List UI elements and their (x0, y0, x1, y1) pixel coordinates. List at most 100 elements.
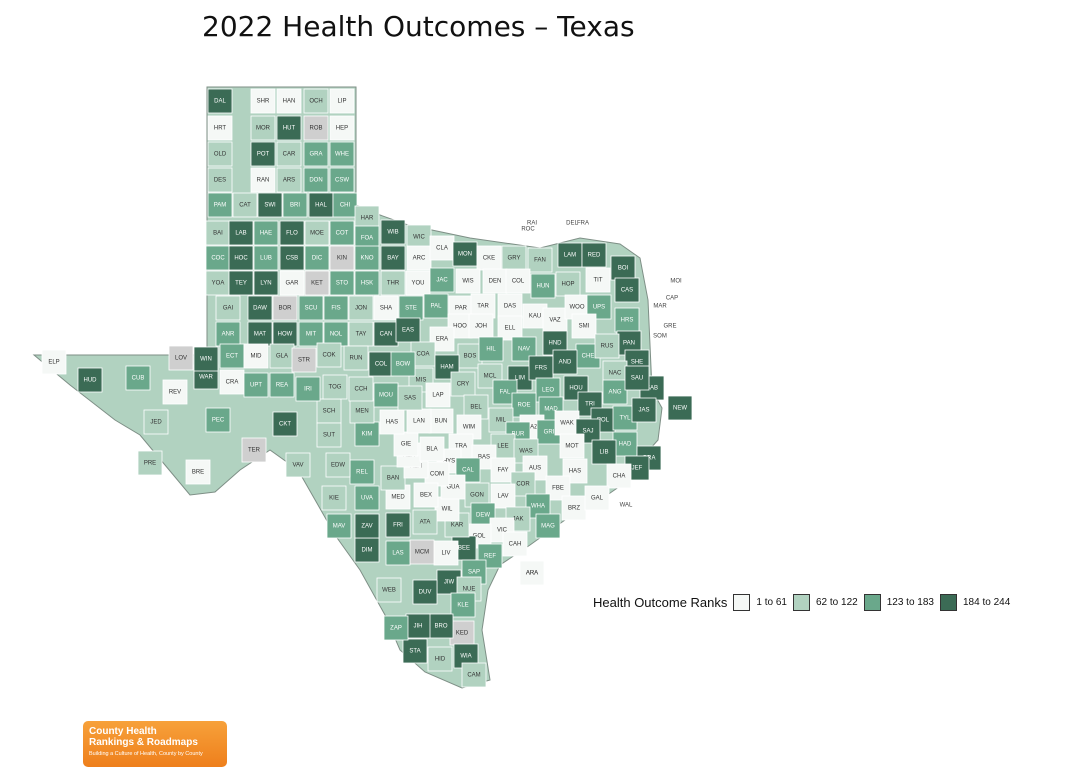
county-shape (253, 270, 279, 296)
county-label: HSK (361, 281, 373, 287)
county-pec: PEC (205, 407, 231, 433)
legend-swatch-q3 (863, 594, 881, 611)
county-label: SAB (646, 386, 658, 392)
county-dim: DIM (354, 537, 380, 563)
county-label: DON (309, 178, 322, 184)
county-label: WIM (463, 425, 475, 431)
county-brz: BRZ (561, 495, 587, 521)
county-label: AUS (529, 466, 541, 472)
county-label: ATA (420, 520, 431, 526)
county-label: LAB (235, 231, 246, 237)
county-shape (501, 245, 527, 271)
county-bun: BUN (428, 408, 454, 434)
county-hil: HIL (478, 336, 504, 362)
county-shape (247, 321, 273, 347)
county-label: UPS (593, 305, 605, 311)
county-label: DAL (214, 99, 226, 105)
county-shape (348, 321, 374, 347)
county-label: CHA (613, 474, 626, 480)
county-label: JAS (638, 408, 649, 414)
county-label: HUT (283, 126, 296, 132)
county-label: HOW (278, 332, 293, 338)
county-shape (373, 295, 399, 321)
county-label: CLA (436, 246, 448, 252)
county-shape (241, 437, 267, 463)
county-label: CAH (509, 542, 522, 548)
county-label: ZAP (390, 626, 402, 632)
county-label: TAR (477, 304, 489, 310)
county-shape (207, 115, 233, 141)
county-label: SWI (264, 203, 276, 209)
county-label: LEE (497, 444, 508, 450)
county-shape (468, 313, 494, 339)
county-shape (243, 343, 269, 369)
county-shape (383, 615, 409, 641)
county-rea: REA (269, 372, 295, 398)
county-shape (349, 398, 375, 424)
county-shape (591, 439, 617, 465)
county-label: FLO (286, 231, 298, 237)
county-shape (316, 422, 342, 448)
county-bai: BAI (205, 220, 231, 246)
county-label: COC (211, 256, 225, 262)
county-ran: RAN (250, 167, 276, 193)
county-shape (413, 482, 439, 508)
county-label: MON (458, 252, 472, 258)
county-label: BOI (618, 266, 629, 272)
county-label: HAS (386, 420, 398, 426)
county-label: FIS (331, 306, 340, 312)
county-shape (354, 270, 380, 296)
county-label: GAR (285, 281, 299, 287)
county-has2: HAS (379, 409, 405, 435)
county-rev: REV (162, 379, 188, 405)
county-label: HIL (486, 347, 496, 353)
county-label: DEN (489, 279, 502, 285)
county-shape (193, 346, 219, 372)
county-label: COL (512, 279, 525, 285)
county-bro: BRO (428, 613, 454, 639)
county-fis: FIS (323, 295, 349, 321)
county-shape (561, 495, 587, 521)
county-label: FOA (361, 236, 373, 242)
county-label: BAZ (526, 425, 538, 431)
county-swi: SWI (257, 192, 283, 218)
county-label: MCM (415, 550, 429, 556)
county-label: ANG (608, 390, 621, 396)
county-health-rankings-logo: County Health Rankings & Roadmaps Buildi… (83, 721, 227, 767)
county-label: MOE (310, 231, 324, 237)
county-shape (406, 245, 432, 271)
county-shape (329, 245, 355, 271)
county-shape (321, 485, 347, 511)
county-label: BOS (464, 354, 477, 360)
county-shape (304, 245, 330, 271)
county-hop: HOP (555, 271, 581, 297)
county-cra: CRA (219, 369, 245, 395)
county-label: CAT (239, 203, 251, 209)
county-shape (276, 115, 302, 141)
county-shape (349, 459, 375, 485)
county-label: HYS (443, 459, 455, 465)
county-shape (303, 88, 329, 114)
county-label: ROB (309, 126, 322, 132)
callout-label: WAL (620, 503, 633, 509)
county-label: FAL (500, 390, 511, 396)
county-label: DES (214, 178, 226, 184)
county-label: KLE (457, 603, 468, 609)
county-shape (380, 465, 406, 491)
county-cok: COK (316, 342, 342, 368)
county-och: OCH (303, 88, 329, 114)
county-label: KIN (337, 256, 347, 262)
county-hae: HAE (253, 220, 279, 246)
county-label: WIB (387, 230, 398, 236)
county-label: GUA (446, 485, 459, 491)
county-label: HRS (621, 318, 634, 324)
county-label: TRI (585, 402, 595, 408)
county-shape (250, 88, 276, 114)
county-col2: COL (368, 351, 394, 377)
county-label: SAS (404, 396, 416, 402)
county-label: OLD (214, 152, 227, 158)
county-shape (215, 295, 241, 321)
county-ter: TER (241, 437, 267, 463)
county-shape (323, 321, 349, 347)
county-label: SAJ (582, 429, 593, 435)
